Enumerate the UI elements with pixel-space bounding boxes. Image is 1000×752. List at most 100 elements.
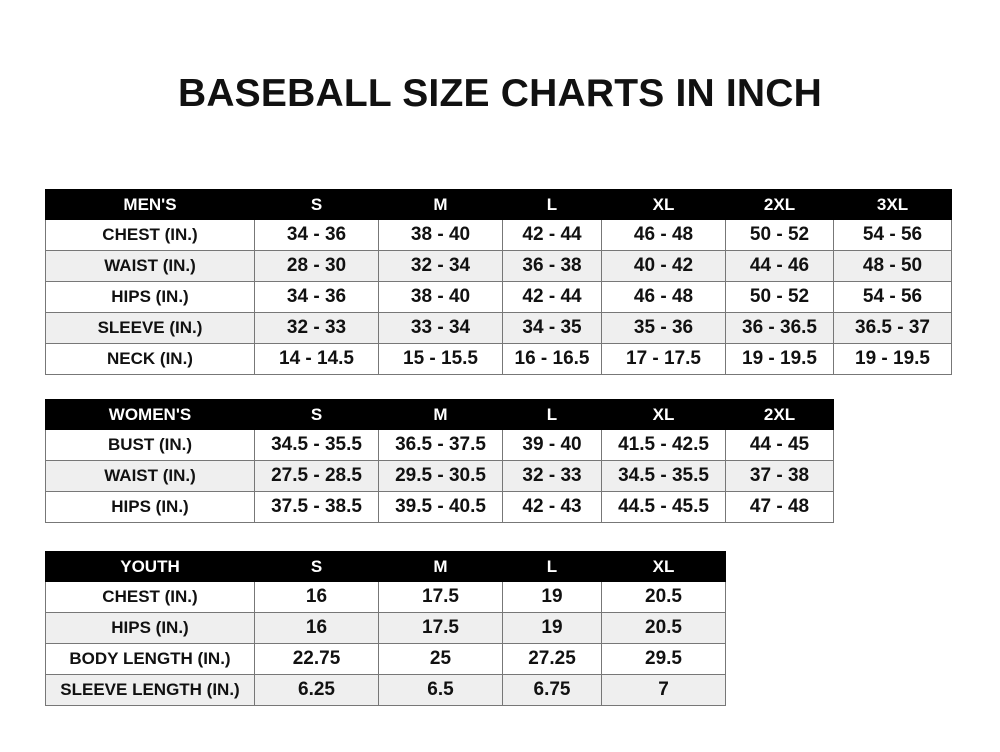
size-header: XL: [601, 189, 726, 220]
size-value: 41.5 - 42.5: [601, 429, 726, 461]
size-value: 15 - 15.5: [378, 343, 503, 375]
size-value: 19 - 19.5: [725, 343, 834, 375]
table-row: HIPS (IN.) 37.5 - 38.5 39.5 - 40.5 42 - 43 4…: [45, 491, 834, 523]
measurement-label: SLEEVE (IN.): [45, 312, 255, 344]
size-value: 27.25: [502, 643, 602, 675]
size-value: 36 - 38: [502, 250, 602, 282]
size-value: 38 - 40: [378, 219, 503, 251]
measurement-label: BODY LENGTH (IN.): [45, 643, 255, 675]
table-row: CHEST (IN.) 16 17.5 19 20.5: [45, 581, 726, 613]
table-row: SLEEVE LENGTH (IN.) 6.25 6.5 6.75 7: [45, 674, 726, 706]
size-header: M: [378, 189, 503, 220]
size-value: 22.75: [254, 643, 379, 675]
size-header: M: [378, 551, 503, 582]
size-value: 16: [254, 612, 379, 644]
measurement-label: CHEST (IN.): [45, 219, 255, 251]
size-value: 17.5: [378, 581, 503, 613]
measurement-label: HIPS (IN.): [45, 612, 255, 644]
size-value: 47 - 48: [725, 491, 834, 523]
youth-size-table: YOUTH S M L XL CHEST (IN.) 16 17.5 19 20.5 HIPS (I…: [45, 551, 726, 706]
size-value: 44 - 46: [725, 250, 834, 282]
measurement-label: HIPS (IN.): [45, 491, 255, 523]
size-value: 25: [378, 643, 503, 675]
size-value: 34.5 - 35.5: [601, 460, 726, 492]
header-row: MEN'S S M L XL 2XL 3XL: [45, 189, 952, 220]
size-value: 42 - 44: [502, 281, 602, 313]
size-header: 2XL: [725, 189, 834, 220]
table-row: HIPS (IN.) 34 - 36 38 - 40 42 - 44 46 - 48 50…: [45, 281, 952, 313]
size-header: L: [502, 551, 602, 582]
size-value: 16 - 16.5: [502, 343, 602, 375]
size-value: 32 - 33: [254, 312, 379, 344]
size-header: S: [254, 399, 379, 430]
size-value: 32 - 33: [502, 460, 602, 492]
table-row: SLEEVE (IN.) 32 - 33 33 - 34 34 - 35 35 - 36…: [45, 312, 952, 344]
size-value: 19 - 19.5: [833, 343, 952, 375]
table-row: WAIST (IN.) 28 - 30 32 - 34 36 - 38 40 - 42 4…: [45, 250, 952, 282]
size-value: 46 - 48: [601, 219, 726, 251]
table-row: BUST (IN.) 34.5 - 35.5 36.5 - 37.5 39 - 40 4…: [45, 429, 834, 461]
size-value: 17.5: [378, 612, 503, 644]
size-value: 34 - 35: [502, 312, 602, 344]
size-value: 20.5: [601, 581, 726, 613]
size-value: 6.25: [254, 674, 379, 706]
size-header: S: [254, 551, 379, 582]
size-value: 19: [502, 581, 602, 613]
size-value: 42 - 43: [502, 491, 602, 523]
size-value: 50 - 52: [725, 219, 834, 251]
size-value: 34.5 - 35.5: [254, 429, 379, 461]
size-value: 34 - 36: [254, 281, 379, 313]
table-row: NECK (IN.) 14 - 14.5 15 - 15.5 16 - 16.5 17 …: [45, 343, 952, 375]
size-header: S: [254, 189, 379, 220]
size-value: 20.5: [601, 612, 726, 644]
size-value: 36.5 - 37: [833, 312, 952, 344]
size-value: 34 - 36: [254, 219, 379, 251]
page-title: BASEBALL SIZE CHARTS IN INCH: [177, 72, 823, 115]
size-header: XL: [601, 551, 726, 582]
size-value: 46 - 48: [601, 281, 726, 313]
measurement-label: NECK (IN.): [45, 343, 255, 375]
womens-size-table: WOMEN'S S M L XL 2XL BUST (IN.) 34.5 - 35.5 36.5…: [45, 399, 834, 523]
size-value: 50 - 52: [725, 281, 834, 313]
size-value: 7: [601, 674, 726, 706]
size-value: 27.5 - 28.5: [254, 460, 379, 492]
measurement-label: HIPS (IN.): [45, 281, 255, 313]
size-value: 16: [254, 581, 379, 613]
size-value: 37 - 38: [725, 460, 834, 492]
measurement-label: WAIST (IN.): [45, 460, 255, 492]
size-value: 6.75: [502, 674, 602, 706]
header-row: YOUTH S M L XL: [45, 551, 726, 582]
table-row: HIPS (IN.) 16 17.5 19 20.5: [45, 612, 726, 644]
size-header: XL: [601, 399, 726, 430]
category-header: YOUTH: [45, 551, 255, 582]
category-header: MEN'S: [45, 189, 255, 220]
size-value: 42 - 44: [502, 219, 602, 251]
size-value: 54 - 56: [833, 219, 952, 251]
table-row: BODY LENGTH (IN.) 22.75 25 27.25 29.5: [45, 643, 726, 675]
size-value: 39 - 40: [502, 429, 602, 461]
size-value: 29.5: [601, 643, 726, 675]
size-value: 33 - 34: [378, 312, 503, 344]
size-value: 54 - 56: [833, 281, 952, 313]
measurement-label: BUST (IN.): [45, 429, 255, 461]
size-value: 17 - 17.5: [601, 343, 726, 375]
table-row: CHEST (IN.) 34 - 36 38 - 40 42 - 44 46 - 48 5…: [45, 219, 952, 251]
mens-size-table: MEN'S S M L XL 2XL 3XL CHEST (IN.) 34 - 36 38 - 4…: [45, 189, 952, 375]
size-header: L: [502, 399, 602, 430]
size-value: 44.5 - 45.5: [601, 491, 726, 523]
size-value: 40 - 42: [601, 250, 726, 282]
size-value: 32 - 34: [378, 250, 503, 282]
size-header: 3XL: [833, 189, 952, 220]
size-header: 2XL: [725, 399, 834, 430]
size-value: 36.5 - 37.5: [378, 429, 503, 461]
size-value: 14 - 14.5: [254, 343, 379, 375]
size-value: 19: [502, 612, 602, 644]
header-row: WOMEN'S S M L XL 2XL: [45, 399, 834, 430]
measurement-label: WAIST (IN.): [45, 250, 255, 282]
size-value: 36 - 36.5: [725, 312, 834, 344]
size-value: 35 - 36: [601, 312, 726, 344]
size-value: 37.5 - 38.5: [254, 491, 379, 523]
size-value: 44 - 45: [725, 429, 834, 461]
measurement-label: CHEST (IN.): [45, 581, 255, 613]
size-value: 38 - 40: [378, 281, 503, 313]
